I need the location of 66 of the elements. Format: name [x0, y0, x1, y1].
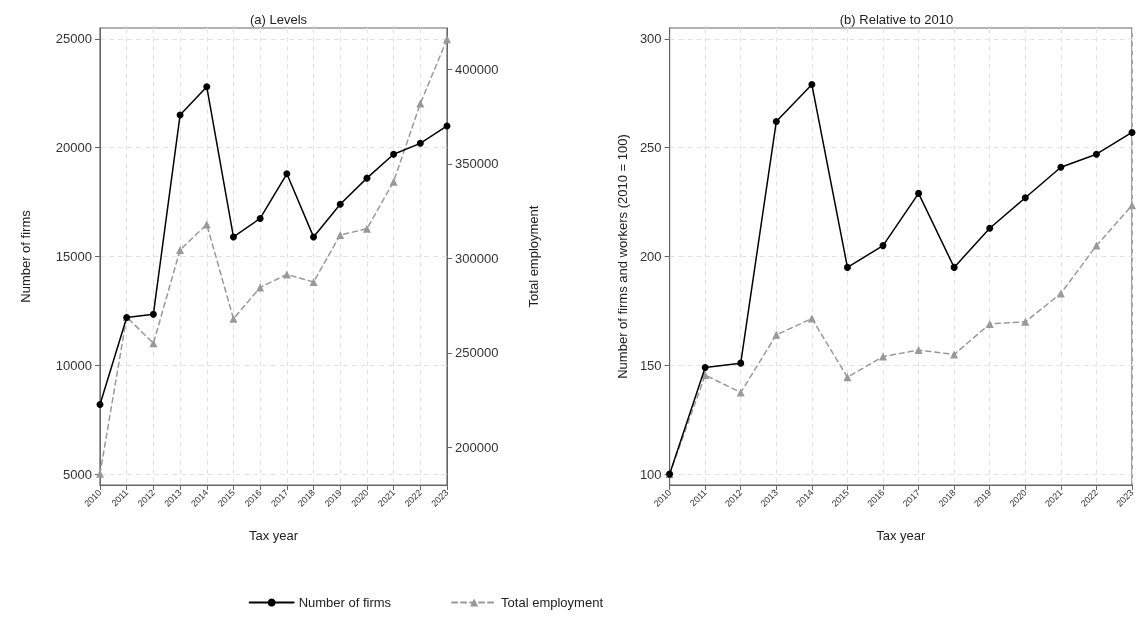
- legend-label: Total employment: [501, 595, 604, 610]
- y-tick-label: 10000: [55, 357, 92, 373]
- point: [915, 189, 923, 197]
- point: [336, 200, 344, 208]
- point: [1057, 163, 1065, 171]
- point: [1092, 241, 1101, 250]
- point: [701, 363, 709, 371]
- y-tick-label: 300: [639, 31, 662, 47]
- point: [879, 242, 887, 250]
- y-tick-label: 20000: [55, 140, 92, 156]
- point: [443, 35, 451, 44]
- y2-tick-label: 200000: [455, 439, 499, 455]
- point: [985, 319, 994, 328]
- point: [309, 277, 318, 286]
- point: [1128, 201, 1136, 210]
- point: [96, 400, 104, 408]
- y2-tick-label: 250000: [455, 345, 499, 361]
- y-tick-label: 5000: [63, 466, 92, 482]
- point: [772, 118, 780, 126]
- chart-title: (a) Levels: [249, 12, 308, 27]
- point: [362, 224, 371, 233]
- point: [843, 263, 851, 271]
- point: [772, 330, 781, 339]
- point: [176, 245, 185, 254]
- x-axis-title: Tax year: [248, 528, 299, 543]
- point: [879, 352, 888, 361]
- y2-axis-title: Total employment: [526, 205, 541, 308]
- y-tick-label: 200: [639, 249, 662, 264]
- point: [843, 373, 852, 382]
- point: [256, 214, 264, 222]
- y-tick-label: 150: [639, 357, 662, 373]
- point: [1092, 150, 1100, 158]
- point: [229, 314, 238, 323]
- point: [389, 177, 398, 186]
- point: [416, 139, 424, 147]
- y-tick-label: 15000: [55, 249, 92, 264]
- legend-label: Number of firms: [298, 595, 392, 610]
- point: [914, 346, 923, 355]
- y-tick-label: 100: [639, 466, 662, 482]
- point: [336, 230, 345, 239]
- point: [986, 224, 994, 232]
- point: [229, 233, 237, 241]
- point: [1021, 194, 1029, 202]
- y-tick-label: 250: [639, 140, 662, 156]
- point: [808, 81, 816, 89]
- x-axis-title: Tax year: [876, 528, 927, 543]
- chart-title: (b) Relative to 2010: [839, 12, 954, 27]
- point: [149, 310, 157, 318]
- point: [950, 263, 958, 271]
- point: [203, 83, 211, 91]
- point: [1021, 317, 1030, 326]
- y-axis-title: Number of firms and workers (2010 = 100): [615, 134, 630, 379]
- point: [310, 233, 318, 241]
- point: [737, 359, 745, 367]
- y-axis-title: Number of firms: [18, 209, 33, 303]
- point: [416, 99, 425, 108]
- point: [736, 388, 745, 397]
- y2-tick-label: 400000: [455, 62, 499, 78]
- y-tick-label: 25000: [55, 31, 92, 47]
- point: [390, 150, 398, 158]
- y2-tick-label: 300000: [455, 250, 499, 266]
- y2-tick-label: 350000: [455, 156, 499, 172]
- point: [1128, 128, 1136, 136]
- point: [283, 170, 291, 178]
- point: [363, 174, 371, 182]
- point: [807, 314, 816, 323]
